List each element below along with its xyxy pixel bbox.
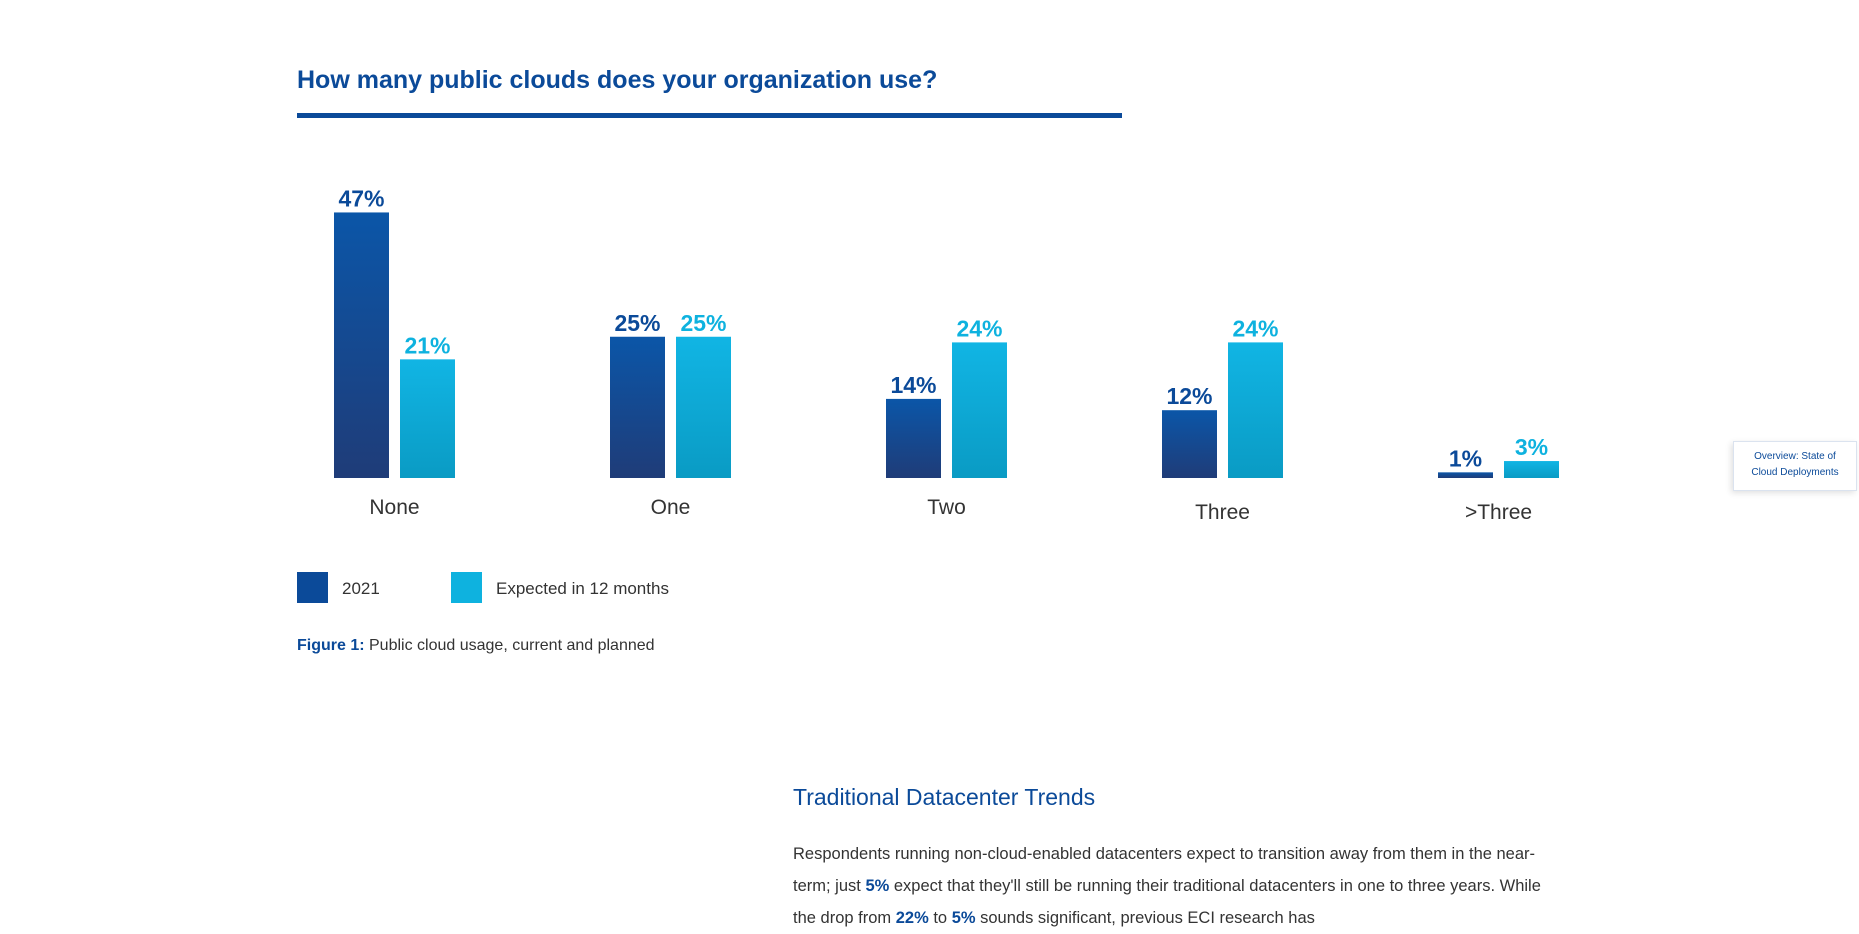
chart-title: How many public clouds does your organiz… (297, 66, 938, 94)
bar-expected-in-12-months-none (400, 359, 455, 478)
highlight-value: 22% (895, 909, 929, 927)
data-label-expected-in-12-months-three: 24% (1232, 315, 1278, 341)
figure-caption-label: Figure 1: (297, 637, 365, 654)
data-label-expected-in-12-months-three: 3% (1515, 434, 1548, 460)
legend-label-expected: Expected in 12 months (496, 579, 669, 598)
bar-expected-in-12-months-one (676, 336, 731, 478)
category-label-one: One (651, 496, 691, 519)
highlight-value: 5% (865, 877, 890, 895)
section-heading: Traditional Datacenter Trends (793, 784, 1096, 810)
bar-expected-in-12-months-three (1504, 461, 1559, 478)
legend-swatch-2021 (297, 572, 328, 603)
category-label-none: None (369, 496, 419, 519)
bar-2021-three (1162, 410, 1217, 478)
data-label-2021-three: 1% (1449, 445, 1482, 471)
section-paragraph: Respondents running non-cloud-enabled da… (793, 845, 1541, 927)
figure-caption: Figure 1: Public cloud usage, current an… (297, 637, 655, 655)
bar-2021-three (1438, 472, 1493, 478)
data-label-2021-three: 12% (1166, 383, 1212, 409)
bar-2021-none (334, 212, 389, 478)
legend-swatch-expected (451, 572, 482, 603)
data-label-expected-in-12-months-two: 24% (956, 315, 1002, 341)
data-label-expected-in-12-months-none: 21% (404, 332, 450, 358)
data-label-expected-in-12-months-one: 25% (680, 310, 726, 336)
highlight-value: 5% (951, 909, 976, 927)
bar-expected-in-12-months-two (952, 342, 1007, 478)
bar-expected-in-12-months-three (1228, 342, 1283, 478)
legend-label-2021: 2021 (342, 579, 380, 598)
category-label-three: >Three (1465, 501, 1532, 524)
side-nav-tab-line-1: Overview: State of (1754, 451, 1836, 462)
side-nav-tab-overview[interactable]: Overview: State of Cloud Deployments (1733, 441, 1857, 491)
category-label-two: Two (927, 496, 966, 519)
side-nav-tab-line-2: Cloud Deployments (1751, 467, 1839, 478)
bar-2021-two (886, 398, 941, 478)
bar-chart: 47% 21% None 25% 25% One 14% 24% Two 12% 24% Three 1… (334, 185, 1559, 524)
data-label-2021-none: 47% (338, 185, 384, 211)
bar-2021-one (610, 336, 665, 478)
title-underline (297, 113, 1122, 118)
category-label-three: Three (1195, 501, 1250, 524)
data-label-2021-two: 14% (890, 372, 936, 398)
data-label-2021-one: 25% (614, 310, 660, 336)
figure-caption-text: Public cloud usage, current and planned (364, 637, 655, 654)
